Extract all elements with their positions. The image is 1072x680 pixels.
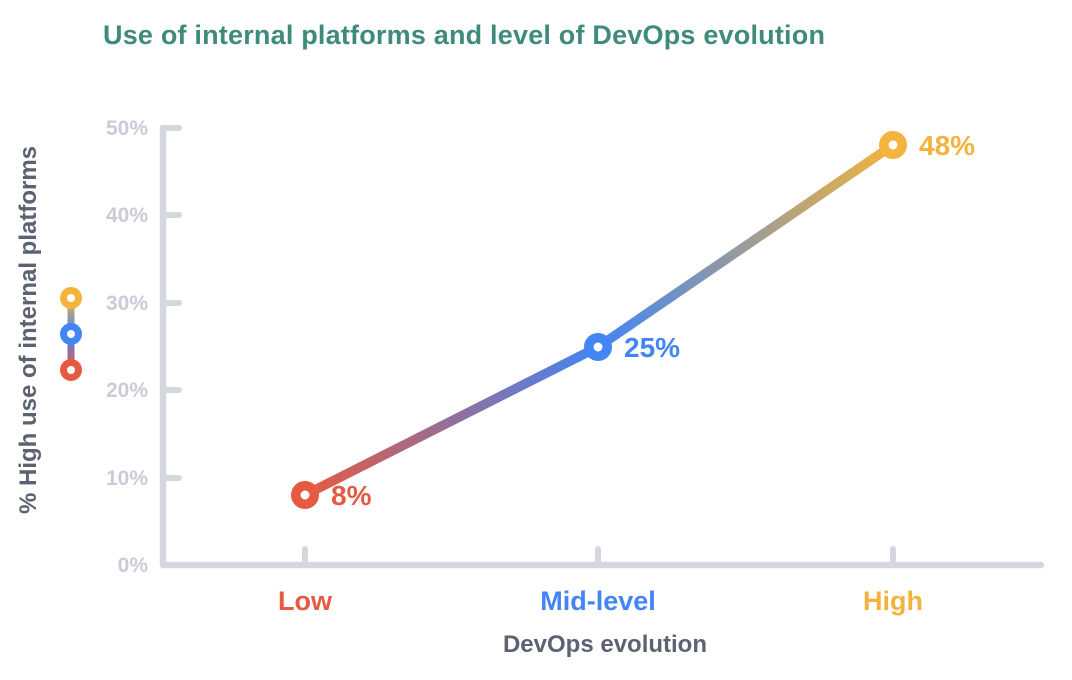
legend-dot	[60, 359, 82, 381]
axis-frame	[159, 124, 1045, 569]
x-category-label: Low	[278, 586, 333, 616]
chart-title: Use of internal platforms and level of D…	[103, 20, 826, 50]
data-point-label: 25%	[624, 332, 680, 363]
legend-dot	[60, 323, 82, 345]
data-point-high	[879, 131, 907, 159]
x-axis-title: DevOps evolution	[503, 631, 707, 658]
x-category-label: High	[863, 586, 923, 616]
x-category-label: Mid-level	[540, 586, 656, 616]
legend-glyph	[60, 287, 82, 381]
y-axis-title: % High use of internal platforms	[15, 146, 42, 514]
y-tick-label: 40%	[106, 204, 148, 227]
y-tick-label: 0%	[118, 554, 149, 577]
y-tick-label: 30%	[106, 292, 148, 315]
legend-dot	[60, 287, 82, 309]
y-tick-label: 10%	[106, 467, 148, 490]
trend-line-segment	[300, 342, 603, 500]
data-point-low	[291, 481, 319, 509]
data-point-label: 48%	[919, 130, 975, 161]
y-tick-label: 20%	[106, 379, 148, 402]
y-tick-label: 50%	[106, 117, 148, 140]
trend-line-segment	[593, 140, 898, 352]
data-point-mid-level	[584, 333, 612, 361]
data-point-label: 8%	[331, 480, 372, 511]
